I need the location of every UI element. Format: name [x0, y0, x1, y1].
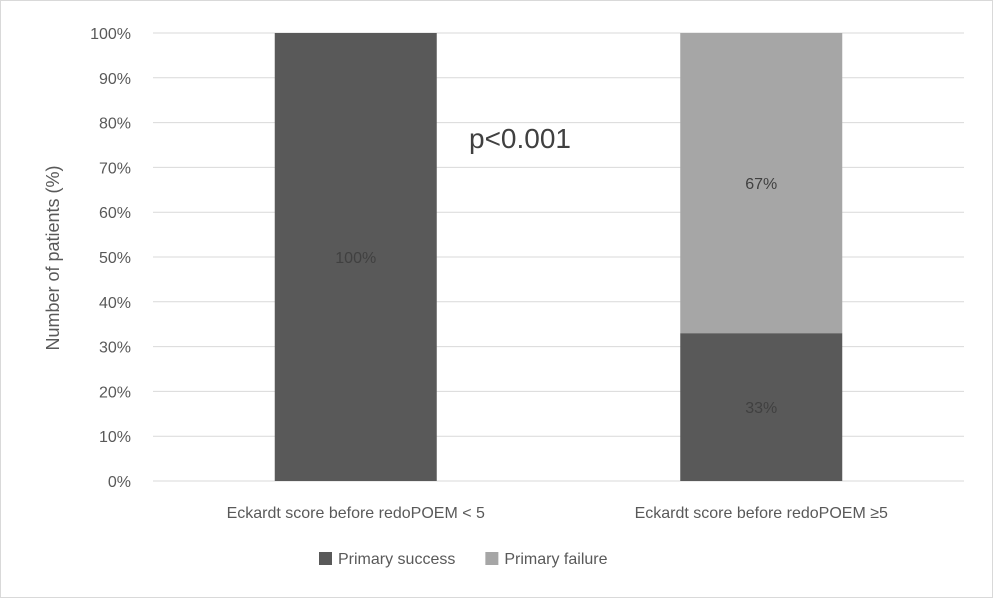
y-tick-label: 90%: [99, 71, 131, 88]
data-label: 33%: [745, 400, 777, 417]
legend-label: Primary failure: [504, 551, 607, 568]
category-label: Eckardt score before redoPOEM < 5: [227, 505, 485, 522]
y-tick-label: 0%: [108, 474, 131, 491]
data-labels: 100% 33% 67%: [335, 176, 777, 417]
legend: Primary success Primary failure: [319, 551, 608, 568]
bar-segment-primary-success: [274, 33, 437, 481]
y-tick-label: 60%: [99, 205, 131, 222]
bar-segment-primary-success: [680, 333, 843, 481]
y-tick-label: 30%: [99, 340, 131, 357]
data-label: 100%: [335, 250, 376, 267]
y-tick-label: 20%: [99, 384, 131, 401]
y-tick-label: 100%: [90, 26, 131, 43]
y-tick-label: 40%: [99, 295, 131, 312]
legend-swatch: [485, 552, 499, 565]
y-tick-labels: 0% 10% 20% 30% 40% 50% 60% 70% 80% 90% 100%: [90, 26, 131, 491]
category-labels: Eckardt score before redoPOEM < 5 Eckardt…: [227, 505, 888, 522]
legend-label: Primary success: [338, 551, 455, 568]
bars: [274, 33, 843, 481]
y-tick-label: 70%: [99, 160, 131, 177]
p-value-annotation: p<0.001: [469, 123, 571, 154]
category-label: Eckardt score before redoPOEM ≥5: [635, 505, 888, 522]
y-axis-label: Number of patients (%): [43, 165, 63, 350]
y-tick-label: 50%: [99, 250, 131, 267]
y-tick-label: 10%: [99, 429, 131, 446]
legend-swatch: [319, 552, 332, 565]
gridlines: [153, 32, 964, 482]
bar-segment-primary-failure: [680, 33, 843, 334]
data-label: 67%: [745, 176, 777, 193]
y-tick-label: 80%: [99, 116, 131, 133]
